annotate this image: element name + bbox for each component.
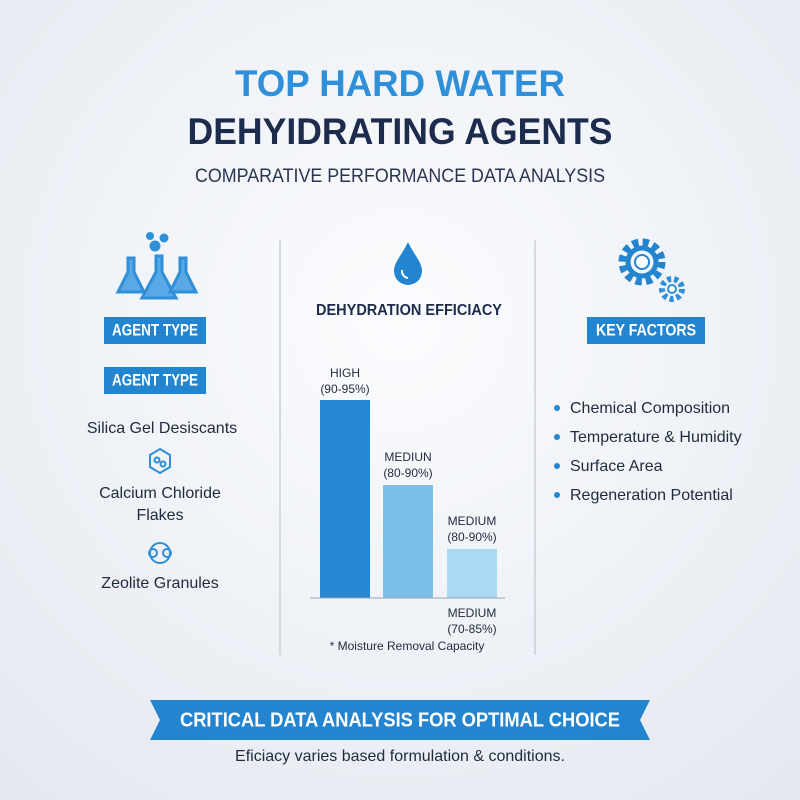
- banner-text: CRITICAL DATA ANALYSIS FOR OPTIMAL CHOIC…: [180, 709, 620, 731]
- badge-label: KEY FACTORS: [596, 320, 696, 339]
- bar-range: (90-95%): [320, 382, 369, 396]
- bar-level: MEDIUM: [448, 514, 497, 528]
- drop-icon: [394, 242, 422, 285]
- gear-icon: [618, 238, 685, 302]
- badge: [587, 317, 705, 344]
- drop-highlight: [400, 269, 409, 279]
- footer-note: Eficiacy varies based formulation & cond…: [235, 748, 565, 765]
- flask-icon: [115, 232, 199, 300]
- bar: [383, 485, 433, 598]
- bar-level: MEDIUN: [384, 450, 431, 464]
- badge-label: AGENT TYPE: [112, 320, 198, 339]
- badge: [104, 317, 206, 344]
- agent-name: Calcium Chloride: [99, 485, 221, 502]
- bar-range: (70-85%): [447, 622, 496, 636]
- molecule-icon: [148, 542, 172, 564]
- title-line1: TOP HARD WATER: [235, 63, 565, 104]
- factor: Chemical Composition: [570, 400, 730, 417]
- chart-title: DEHYDRATION EFFICIACY: [316, 302, 502, 319]
- bar: [447, 549, 497, 598]
- hex-icon: [149, 447, 171, 475]
- bar-range: (80-90%): [447, 530, 496, 544]
- bar-level: MEDIUM: [448, 606, 497, 620]
- agent-name: Zeolite Granules: [101, 575, 218, 592]
- chart-note: * Moisture Removal Capacity: [330, 639, 485, 653]
- bar: [320, 400, 370, 598]
- factor: Regeneration Potential: [570, 487, 733, 504]
- bullet: [554, 405, 560, 411]
- bullet: [554, 463, 560, 469]
- badge-label: AGENT TYPE: [112, 370, 198, 389]
- factor: Surface Area: [570, 458, 663, 475]
- factor-list: Chemical Composition Temperature & Humid…: [554, 400, 742, 504]
- banner: [150, 700, 650, 740]
- bar-range: (80-90%): [383, 466, 432, 480]
- bullet: [554, 434, 560, 440]
- subtitle: COMPARATIVE PERFORMANCE DATA ANALYSIS: [195, 166, 605, 187]
- badge: [104, 367, 206, 394]
- bar-level: HIGH: [330, 366, 360, 380]
- bullet: [554, 492, 560, 498]
- title-line2: DEHYIDRATING AGENTS: [188, 111, 613, 152]
- agent-name: Silica Gel Desiscants: [87, 420, 237, 437]
- factor: Temperature & Humidity: [570, 429, 742, 446]
- agent-name: Flakes: [136, 507, 183, 524]
